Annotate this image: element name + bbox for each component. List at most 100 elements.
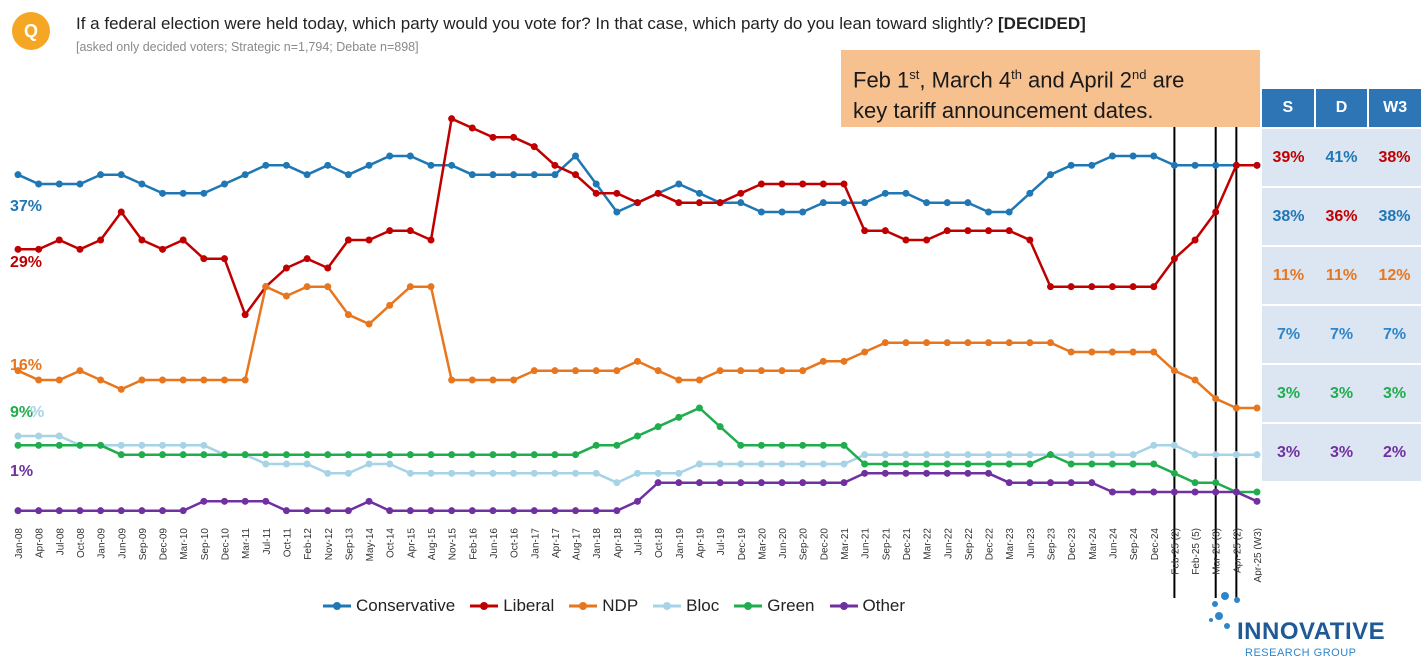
data-point-green (1253, 488, 1261, 496)
data-point-conservative (344, 171, 352, 179)
header-w3: W3 (1369, 89, 1422, 127)
x-tick-label: Sep-20 (799, 528, 810, 561)
data-point-bloc (1232, 451, 1240, 459)
x-tick-label: Jan-09 (97, 528, 108, 559)
data-point-green (406, 451, 414, 459)
data-point-conservative (613, 208, 621, 216)
data-point-green (572, 451, 580, 459)
data-point-green (510, 451, 518, 459)
x-tick-label: Jul-11 (262, 528, 273, 555)
data-point-liberal (819, 180, 827, 188)
data-point-liberal (902, 236, 910, 244)
question-badge: Q (12, 12, 50, 50)
table-row-green: 3% 3% 3% (1262, 363, 1421, 422)
data-point-bloc (964, 451, 972, 459)
data-point-liberal (241, 311, 249, 319)
cell: 3% (1382, 384, 1407, 402)
data-point-other (613, 507, 621, 515)
data-point-other (159, 507, 167, 515)
data-point-ndp (551, 367, 559, 375)
cell: 3% (1329, 443, 1354, 461)
data-point-conservative (985, 208, 993, 216)
data-point-liberal (55, 236, 63, 244)
data-point-conservative (1026, 189, 1034, 197)
x-tick-label: Dec-10 (221, 528, 232, 561)
data-point-green (1088, 460, 1096, 468)
x-tick-label: Apr-17 (551, 528, 562, 558)
data-point-liberal (1191, 236, 1199, 244)
data-point-other (1005, 479, 1013, 487)
data-point-other (35, 507, 43, 515)
data-point-bloc (510, 469, 518, 477)
data-point-bloc (716, 460, 724, 468)
data-point-bloc (737, 460, 745, 468)
data-point-ndp (613, 367, 621, 375)
data-point-liberal (138, 236, 146, 244)
data-point-bloc (757, 460, 765, 468)
cell: 7% (1276, 325, 1301, 343)
data-point-bloc (613, 479, 621, 487)
data-point-ndp (592, 367, 600, 375)
question-title: If a federal election were held today, w… (76, 14, 1086, 33)
data-point-other (634, 497, 641, 505)
data-point-other (592, 507, 600, 515)
x-tick-label: Mar-24 (1088, 528, 1099, 560)
data-point-bloc (117, 441, 125, 449)
data-point-ndp (468, 376, 476, 384)
data-point-liberal (572, 171, 580, 179)
data-point-other (1047, 479, 1054, 487)
chart-legend: Conservative Liberal NDP Bloc Green Other (322, 596, 905, 616)
data-point-ndp (344, 311, 352, 319)
data-point-bloc (819, 460, 827, 468)
data-point-bloc (303, 460, 311, 468)
data-point-conservative (1191, 161, 1199, 169)
x-tick-label: Mar-20 (757, 528, 768, 560)
x-tick-label: Mar-23 (1005, 528, 1016, 560)
cell: 12% (1378, 266, 1411, 284)
data-point-other (489, 507, 497, 515)
data-point-liberal (964, 227, 972, 235)
series-line-other (18, 472, 1258, 512)
data-point-liberal (634, 199, 641, 207)
data-point-green (675, 413, 683, 421)
question-subtitle: [asked only decided voters; Strategic n=… (76, 40, 419, 54)
data-point-bloc (1088, 451, 1096, 459)
legend-swatch-icon (653, 602, 682, 610)
data-point-ndp (14, 367, 22, 375)
x-tick-label: Jan-18 (592, 528, 603, 559)
data-point-ndp (1005, 339, 1013, 347)
data-point-liberal (861, 227, 869, 235)
data-point-other (1108, 488, 1116, 496)
data-point-ndp (572, 367, 580, 375)
data-point-liberal (1212, 208, 1220, 216)
data-point-other (819, 479, 827, 487)
data-point-green (985, 460, 993, 468)
data-point-bloc (365, 460, 373, 468)
data-point-conservative (97, 171, 105, 179)
data-point-liberal (448, 115, 456, 123)
x-tick-label: Apr-19 (695, 528, 706, 558)
data-point-other (221, 497, 228, 505)
data-point-bloc (1005, 451, 1013, 459)
data-point-bloc (592, 469, 600, 477)
data-point-ndp (1026, 339, 1034, 347)
data-point-liberal (695, 199, 703, 207)
data-point-liberal (1150, 283, 1158, 291)
data-point-other (985, 469, 993, 477)
data-point-green (737, 441, 745, 449)
data-point-liberal (737, 189, 745, 197)
x-tick-label: Sep-13 (344, 528, 355, 561)
data-point-bloc (923, 451, 931, 459)
data-point-conservative (159, 189, 167, 197)
legend-label: Liberal (503, 596, 555, 615)
data-point-liberal (365, 236, 373, 244)
data-point-bloc (14, 432, 22, 440)
data-point-bloc (282, 460, 290, 468)
x-tick-label: Jul-19 (716, 528, 727, 556)
x-tick-label: Dec-20 (819, 528, 830, 561)
data-point-other (303, 507, 311, 515)
data-point-conservative (489, 171, 497, 179)
data-point-liberal (468, 124, 476, 132)
legend-swatch-icon (829, 602, 858, 610)
x-tick-label: Mar-11 (241, 528, 252, 559)
